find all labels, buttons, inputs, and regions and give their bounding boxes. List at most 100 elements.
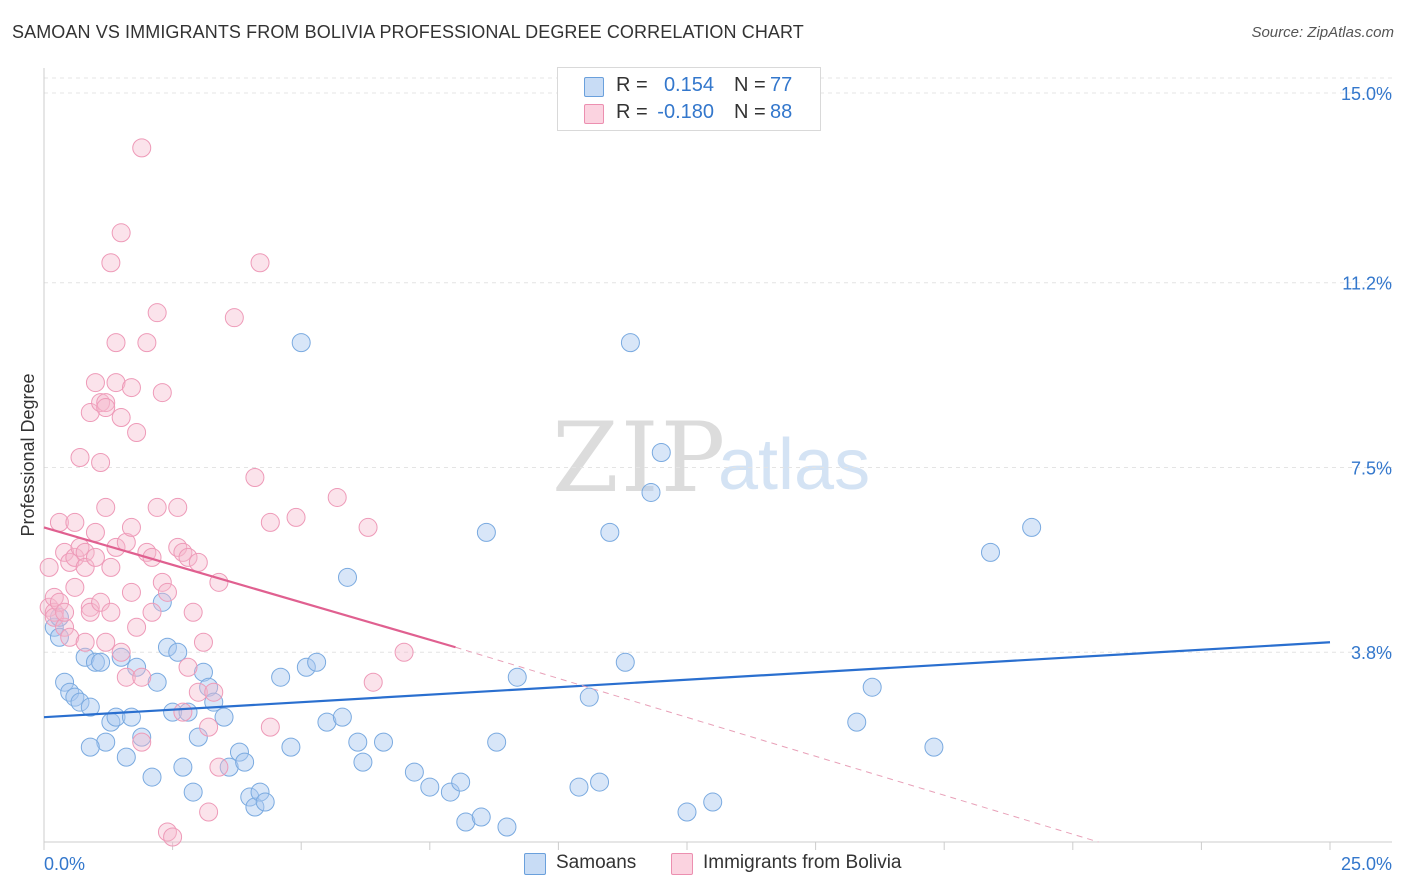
bolivia-point: [260, 717, 280, 737]
watermark-zip: ZIP: [552, 402, 728, 514]
x-tick-label: 0.0%: [44, 854, 85, 874]
bolivia-point: [286, 507, 306, 527]
samoan-point: [924, 737, 944, 757]
axes: [43, 68, 1392, 850]
samoan-point: [245, 797, 265, 817]
bolivia-point: [101, 557, 121, 577]
bolivia-point: [106, 333, 126, 353]
samoan-point: [579, 687, 599, 707]
bolivia-point: [106, 373, 126, 393]
bolivia-point: [127, 423, 147, 443]
legend-swatch-samoans: [524, 853, 546, 875]
bolivia-point: [147, 303, 167, 323]
bolivia-point: [183, 602, 203, 622]
legend-n-label: N =: [734, 101, 766, 123]
bolivia-point: [168, 497, 188, 517]
bolivia-point: [121, 378, 141, 398]
watermark-atlas: atlas: [718, 425, 871, 505]
bolivia-point: [111, 408, 131, 428]
samoan-point: [471, 807, 491, 827]
samoan-point: [80, 737, 100, 757]
bolivia-point: [152, 383, 172, 403]
samoan-point: [296, 657, 316, 677]
samoan-point: [219, 757, 239, 777]
legend-r-label: R =: [616, 74, 648, 96]
samoan-point: [75, 647, 95, 667]
samoan-point: [163, 702, 183, 722]
legend-r-value: -0.180: [657, 101, 714, 123]
legend-label-samoans: Samoans: [556, 852, 637, 873]
samoan-point: [111, 647, 131, 667]
tick-labels: 3.8% 7.5% 11.2% 15.0% 0.0% 25.0% Professional …: [18, 84, 1392, 874]
correlation-legend: R = 0.154 N = 77 R = -0.180 N = 88: [557, 67, 821, 131]
bolivia-point: [55, 617, 75, 637]
bolivia-point: [60, 627, 80, 647]
bolivia-point: [250, 253, 270, 273]
legend-n-value: 88: [770, 101, 793, 123]
bolivia-point: [178, 657, 198, 677]
bolivia-point: [260, 512, 280, 532]
source-credit: Source: ZipAtlas.com: [1251, 24, 1394, 41]
bolivia-point: [245, 467, 265, 487]
bolivia-point: [132, 732, 152, 752]
bolivia-point: [49, 592, 69, 612]
bolivia-point: [75, 557, 95, 577]
samoan-point: [476, 522, 496, 542]
bolivia-point: [80, 403, 100, 423]
bolivia-point: [152, 572, 172, 592]
chart-title: SAMOAN VS IMMIGRANTS FROM BOLIVIA PROFES…: [12, 22, 804, 42]
samoan-point: [193, 662, 213, 682]
bolivia-point: [111, 642, 131, 662]
bolivia-point: [96, 393, 116, 413]
samoan-point: [157, 637, 177, 657]
bolivia-point: [96, 632, 116, 652]
samoan-point: [440, 782, 460, 802]
legend-swatch-bolivia: [671, 853, 693, 875]
bolivia-point: [85, 522, 105, 542]
bolivia-point: [44, 587, 64, 607]
bolivia-point: [178, 547, 198, 567]
series-legend: Samoans Immigrants from Bolivia: [0, 852, 1406, 878]
bolivia-point: [147, 497, 167, 517]
samoan-point: [456, 812, 476, 832]
samoans-trend-line: [43, 641, 1331, 719]
samoan-point: [600, 522, 620, 542]
bolivia-point: [199, 802, 219, 822]
y-axis-label: Professional Degree: [18, 373, 38, 536]
bolivia-point: [121, 517, 141, 537]
samoan-point: [353, 752, 373, 772]
bolivia-point: [75, 632, 95, 652]
samoan-point: [183, 782, 203, 802]
samoan-point: [147, 672, 167, 692]
bolivia-point: [142, 602, 162, 622]
y-tick-label: 7.5%: [1351, 458, 1392, 478]
bolivia-point: [85, 547, 105, 567]
bolivia-point: [116, 667, 136, 687]
samoan-point: [420, 777, 440, 797]
bolivia-trend-extension: [455, 646, 1099, 843]
bolivia-point: [101, 602, 121, 622]
bolivia-point: [157, 582, 177, 602]
bolivia-point: [358, 517, 378, 537]
bolivia-trend-line: [43, 526, 456, 649]
samoan-point: [214, 707, 234, 727]
samoan-point: [91, 652, 111, 672]
bolivia-point: [60, 552, 80, 572]
legend-swatch-samoans: [584, 77, 604, 97]
bolivia-point: [111, 223, 131, 243]
samoan-point: [332, 707, 352, 727]
samoan-point: [291, 333, 311, 353]
samoan-point: [497, 817, 517, 837]
bolivia-point: [121, 582, 141, 602]
samoan-point: [507, 667, 527, 687]
samoans-points: [44, 333, 1042, 837]
bolivia-point: [132, 667, 152, 687]
samoan-point: [847, 712, 867, 732]
bolivia-point: [55, 602, 75, 622]
samoan-point: [152, 592, 172, 612]
trend-lines: [43, 526, 1331, 843]
samoan-point: [337, 567, 357, 587]
samoan-point: [168, 642, 188, 662]
bolivia-point: [39, 557, 59, 577]
bolivia-point: [168, 537, 188, 557]
